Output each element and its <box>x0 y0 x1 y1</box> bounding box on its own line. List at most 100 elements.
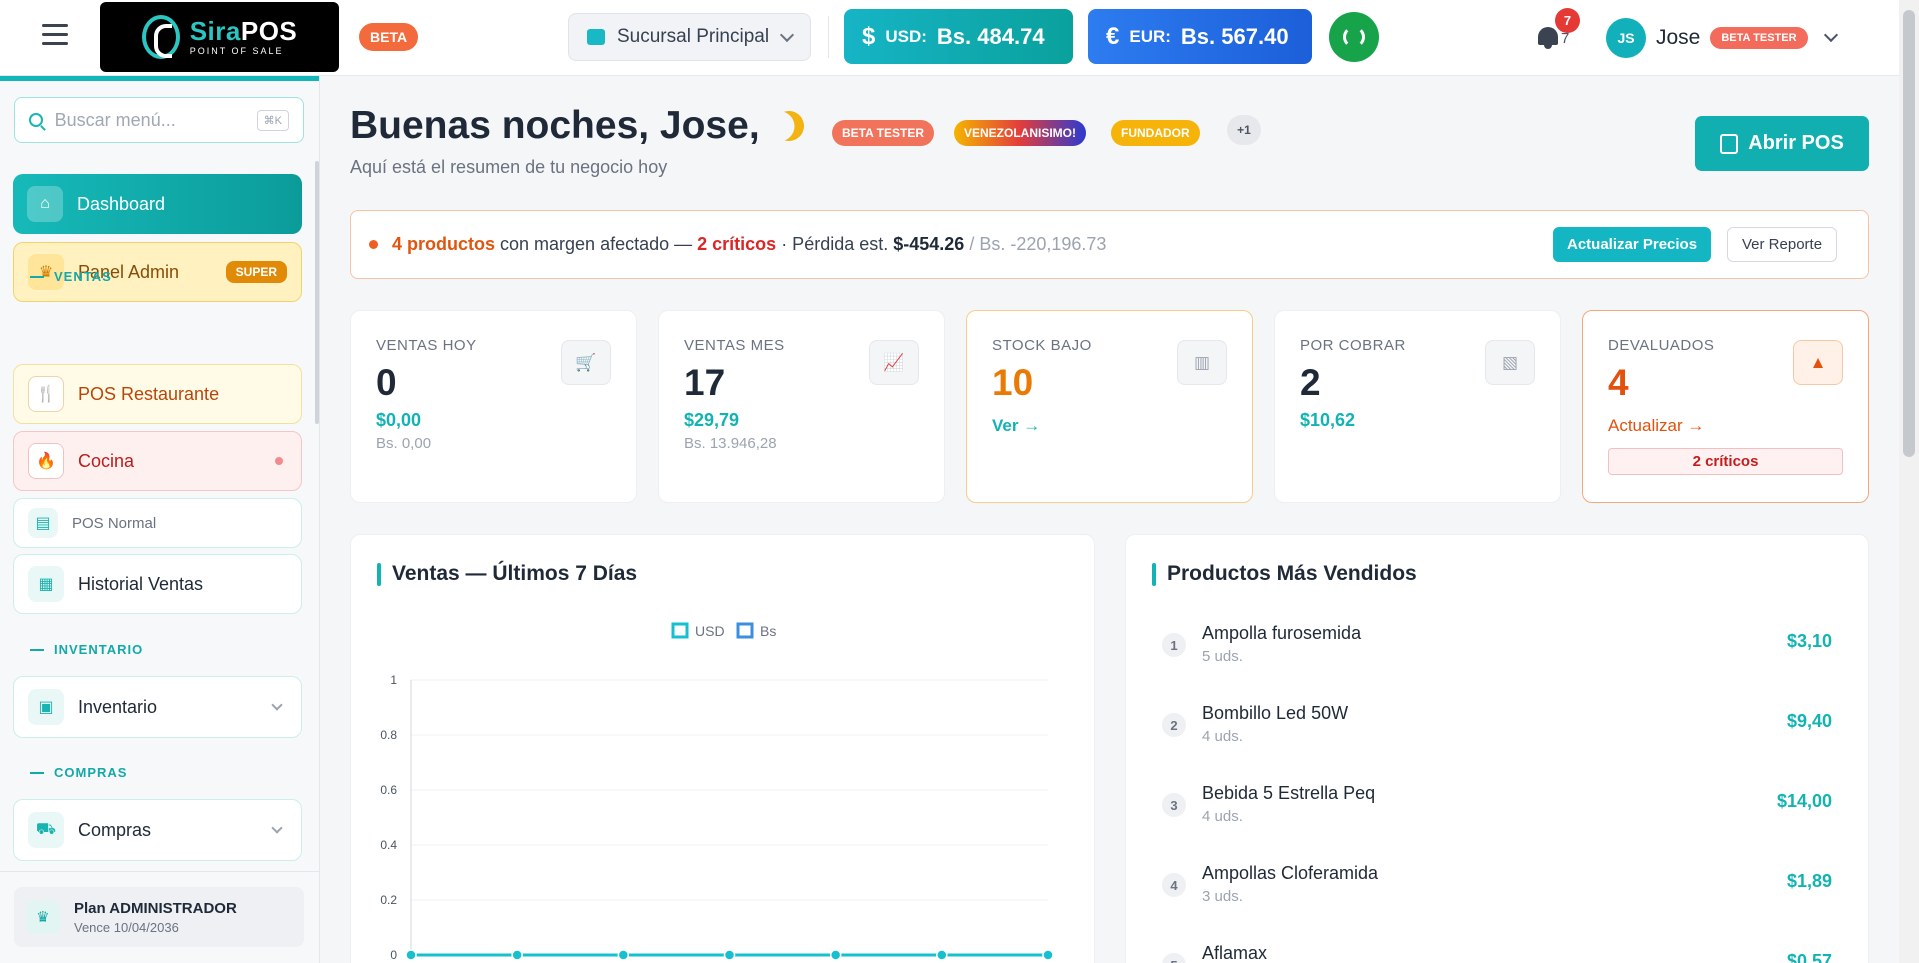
chevron-down-icon <box>1823 27 1838 43</box>
refresh-rates-button[interactable] <box>1329 12 1379 62</box>
page-scrollbar[interactable] <box>1899 0 1919 963</box>
search-icon <box>29 113 43 127</box>
data-point-usd <box>511 949 523 961</box>
list-item[interactable]: 4 Ampollas Cloferamida 3 uds. $1,89 <box>1162 863 1832 925</box>
user-name: Jose <box>1656 26 1701 49</box>
product-price: $0,57 <box>1786 951 1832 963</box>
sales-chart-panel: Ventas — Últimos 7 Días USD Bs 0 0.2 0.4 0.6 0… <box>350 534 1095 963</box>
view-stock-link[interactable]: Ver → <box>992 416 1041 435</box>
card-por-cobrar[interactable]: POR COBRAR 2 $10,62 ▧ <box>1274 310 1561 503</box>
open-pos-button[interactable]: Abrir POS <box>1695 116 1869 171</box>
plan-title: Plan ADMINISTRADOR <box>74 899 237 917</box>
list-item[interactable]: 1 Ampolla furosemida 5 uds. $3,10 <box>1162 623 1832 685</box>
store-icon <box>587 29 605 45</box>
sidebar-item-historial[interactable]: ▦ Historial Ventas <box>13 554 302 614</box>
sidebar-item-inventario[interactable]: ▣ Inventario <box>13 676 302 738</box>
branch-selector[interactable]: Sucursal Principal <box>568 13 811 61</box>
plan-expiry: Vence 10/04/2036 <box>74 919 179 935</box>
utensils-icon: 🍴 <box>28 376 64 412</box>
card-ventas-hoy[interactable]: VENTAS HOY 0 $0,00 Bs. 0,00 🛒 <box>350 310 637 503</box>
sidebar-item-compras[interactable]: ⛟ Compras <box>13 799 302 861</box>
cash-register-icon <box>1720 133 1739 154</box>
plan-info: ♛ Plan ADMINISTRADOR Vence 10/04/2036 <box>14 887 304 947</box>
data-point-usd <box>1042 949 1054 961</box>
legend-label: Bs <box>760 623 776 639</box>
y-tick-label: 0.4 <box>380 838 397 852</box>
bell-icon[interactable] <box>1536 24 1560 50</box>
margin-alert-banner: 4 productos con margen afectado — 2 crít… <box>350 210 1869 279</box>
dollar-icon: $ <box>862 22 876 50</box>
card-value: 0 <box>376 362 397 403</box>
alert-loss-usd: $-454.26 <box>893 234 965 254</box>
card-label: VENTAS HOY <box>376 337 477 354</box>
section-ventas: VENTAS <box>30 269 112 284</box>
badge-more-button[interactable]: +1 <box>1227 115 1261 145</box>
page-scrollbar-thumb[interactable] <box>1903 10 1915 457</box>
sales-chart-title: Ventas — Últimos 7 Días <box>377 562 637 586</box>
app-logo[interactable]: SiraPOS POINT OF SALE <box>100 2 339 72</box>
product-name: Ampollas Cloferamida <box>1202 863 1379 883</box>
plan-divider <box>0 871 319 872</box>
card-devaluados[interactable]: DEVALUADOS 4 Actualizar → 2 críticos ▲ <box>1582 310 1869 503</box>
open-pos-label: Abrir POS <box>1748 132 1844 154</box>
product-qty: 5 uds. <box>1202 648 1243 665</box>
eur-rate-code: EUR: <box>1129 26 1171 46</box>
sidebar-item-label: Historial Ventas <box>78 573 204 594</box>
card-ventas-mes[interactable]: VENTAS MES 17 $29,79 Bs. 13.946,28 📈 <box>658 310 945 503</box>
search-input[interactable] <box>54 109 245 131</box>
sidebar-item-label: Compras <box>78 819 152 840</box>
usd-rate-button[interactable]: $ USD: Bs. 484.74 <box>844 9 1073 64</box>
cart-icon: 🛒 <box>561 340 611 385</box>
sidebar-item-pos-normal[interactable]: ▤ POS Normal <box>13 498 302 548</box>
page-title: Buenas noches, Jose, <box>350 104 804 148</box>
greeting-text: Buenas noches, Jose, <box>350 104 760 147</box>
update-devaluados-link[interactable]: Actualizar → <box>1608 416 1705 435</box>
product-qty: 4 uds. <box>1202 808 1243 825</box>
invoice-dollar-icon: ▧ <box>1485 340 1535 385</box>
home-icon: ⌂ <box>27 186 63 222</box>
list-item[interactable]: 2 Bombillo Led 50W 4 uds. $9,40 <box>1162 703 1832 765</box>
chart-line-icon: 📈 <box>869 340 919 385</box>
update-prices-button[interactable]: Actualizar Precios <box>1553 227 1712 262</box>
data-point-usd <box>617 949 630 961</box>
alert-text-2: · Pérdida est. <box>776 234 894 254</box>
sidebar-item-cocina[interactable]: 🔥 Cocina <box>13 431 302 491</box>
data-point-usd <box>723 949 736 961</box>
product-name: Bombillo Led 50W <box>1202 703 1349 723</box>
moon-icon <box>769 107 807 145</box>
badge-venezolanisimo: VENEZOLANISIMO! <box>954 120 1087 146</box>
sidebar: ⌘K ⌂ Dashboard ♛ Panel Admin SUPER VENTA… <box>0 76 320 963</box>
alert-products: 4 productos <box>392 234 496 254</box>
refresh-icon <box>1343 26 1365 48</box>
menu-toggle-icon[interactable] <box>42 24 68 46</box>
top-products-title: Productos Más Vendidos <box>1152 562 1417 586</box>
fire-icon: 🔥 <box>28 443 64 479</box>
top-products-panel: Productos Más Vendidos 1 Ampolla furosem… <box>1125 534 1869 963</box>
sidebar-item-pos-restaurante[interactable]: 🍴 POS Restaurante <box>13 364 302 424</box>
card-value: 2 <box>1300 362 1321 403</box>
product-rank: 1 <box>1162 633 1186 657</box>
y-tick-label: 0.2 <box>380 893 397 907</box>
branch-name: Sucursal Principal <box>617 26 770 47</box>
sidebar-scrollbar[interactable] <box>315 161 319 424</box>
card-stock-bajo[interactable]: STOCK BAJO 10 Ver → ▥ <box>966 310 1253 503</box>
y-tick-label: 1 <box>390 673 397 687</box>
user-menu[interactable]: JS Jose BETA TESTER <box>1606 17 1842 59</box>
section-compras: COMPRAS <box>30 765 127 780</box>
card-bs: Bs. 13.946,28 <box>684 435 777 452</box>
alert-dot <box>369 240 378 249</box>
view-report-button[interactable]: Ver Reporte <box>1727 227 1838 262</box>
notification-count: 7 <box>1555 8 1580 33</box>
list-item[interactable]: 3 Bebida 5 Estrella Peq 4 uds. $14,00 <box>1162 783 1832 845</box>
sidebar-item-dashboard[interactable]: ⌂ Dashboard <box>13 174 302 234</box>
sidebar-item-label: POS Normal <box>72 514 157 532</box>
logo-name-pos: POS <box>240 16 298 46</box>
eur-rate-value: Bs. 567.40 <box>1180 23 1289 49</box>
eur-rate-button[interactable]: € EUR: Bs. 567.40 <box>1088 9 1312 64</box>
product-price: $9,40 <box>1786 711 1832 731</box>
menu-search[interactable]: ⌘K <box>14 97 304 143</box>
list-item[interactable]: 5 Aflamax $0,57 <box>1162 943 1832 963</box>
legend-swatch-usd <box>671 622 689 639</box>
status-dot <box>275 457 283 465</box>
logo-name-sira: Sira <box>189 16 241 46</box>
